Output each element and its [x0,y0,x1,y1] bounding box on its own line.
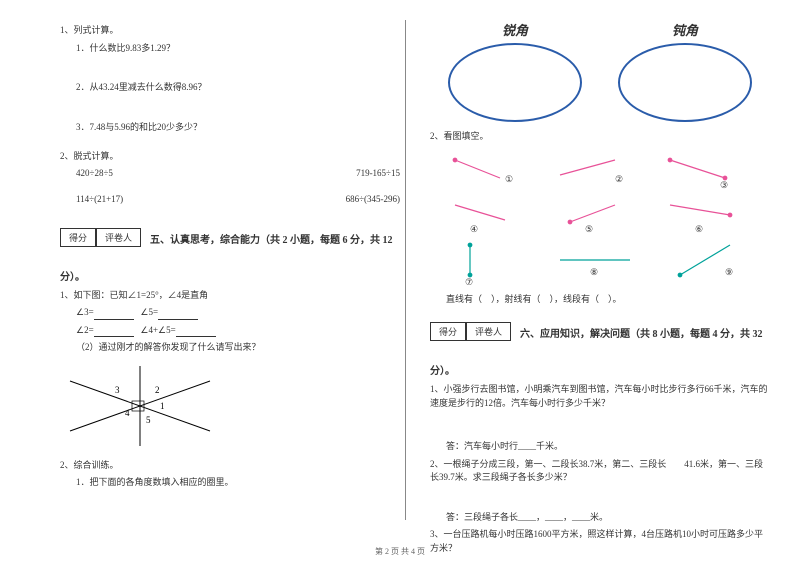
q1-item: 2．从43.24里减去什么数得8.96？ [60,81,400,95]
q62: 2、一根绳子分成三段，第一、二段长38.7米，第二、三段长 41.6米，第一、三… [430,458,770,485]
grader-label: 评卷人 [466,322,511,341]
txt: ）。 [608,294,622,304]
svg-text:1: 1 [160,401,165,411]
svg-text:②: ② [615,174,623,184]
expr: 420÷28÷5 [76,168,113,178]
section5-tail: 分）。 [60,270,400,285]
q1-item: 3．7.48与5.96的和比20少多少？ [60,121,400,135]
svg-text:③: ③ [720,180,728,190]
expr: 114÷(21+17) [76,194,123,204]
q1-title: 1、列式计算。 [60,24,400,38]
svg-text:5: 5 [146,415,151,425]
q2-row: 114÷(21+17) 686÷(345-296) [60,194,400,204]
expr: 719-165÷15 [356,168,400,178]
label: ∠5= [140,307,158,317]
lines-figure: ① ② ③ ④ ⑤ ⑥ ⑦ ⑧ ⑨ [430,150,770,287]
svg-text:⑦: ⑦ [465,277,473,285]
a61: 答：汽车每小时行____千米。 [430,440,770,454]
q2-title: 2、脱式计算。 [60,150,400,164]
grader-label: 评卷人 [96,228,141,247]
svg-text:⑥: ⑥ [695,224,703,234]
q61: 1、小强步行去图书馆，小明乘汽车到图书馆，汽车每小时比步行多行66千米，汽车的速… [430,383,770,410]
right-column: 锐角 钝角 2、看图填空。 ① ② ③ ④ ⑤ ⑥ ⑦ ⑧ ⑨ [430,20,770,559]
q2-title: 2、看图填空。 [430,130,770,144]
label: ∠3= [76,307,94,317]
p1-line: ∠3= ∠5= [60,306,400,320]
angle-figure: 3 2 1 4 5 [60,361,400,453]
fill-line: 直线有（ ），射线有（ ），线段有（ ）。 [430,293,770,307]
label: ∠2= [76,325,94,335]
score-label: 得分 [60,228,96,247]
q1-item: 1．什么数比9.83多1.29？ [60,42,400,56]
acute-ellipse [448,43,582,122]
svg-text:⑨: ⑨ [725,267,733,277]
svg-text:4: 4 [125,408,130,418]
p1-sub: （2）通过刚才的解答你发现了什么请写出来？ [60,341,400,355]
blank[interactable] [94,326,134,337]
svg-text:⑧: ⑧ [590,267,598,277]
ellipse-headers: 锐角 钝角 [430,20,770,39]
txt: ），线段有（ [550,294,600,304]
blank[interactable] [158,309,198,320]
ellipse-row [430,43,770,122]
blank[interactable] [94,309,134,320]
svg-text:3: 3 [115,385,120,395]
score-label: 得分 [430,322,466,341]
blank[interactable] [176,326,216,337]
left-column: 1、列式计算。 1．什么数比9.83多1.29？ 2．从43.24里减去什么数得… [60,20,400,494]
a62: 答：三段绳子各长____，____，____米。 [430,511,770,525]
obtuse-ellipse [618,43,752,122]
txt: ），射线有（ [491,294,541,304]
txt: 直线有（ [446,294,482,304]
svg-text:④: ④ [470,224,478,234]
expr: 686÷(345-296) [346,194,400,204]
label: ∠4+∠5= [140,325,175,335]
acute-label: 锐角 [502,20,528,39]
obtuse-label: 钝角 [672,20,698,39]
svg-text:2: 2 [155,385,160,395]
section6-tail: 分）。 [430,364,770,379]
p2-sub: 1．把下面的各角度数填入相应的圈里。 [60,476,400,490]
q2-row: 420÷28÷5 719-165÷15 [60,168,400,178]
svg-text:①: ① [505,174,513,184]
page-footer: 第 2 页 共 4 页 [0,546,800,557]
p1-line: ∠2= ∠4+∠5= [60,324,400,338]
svg-text:⑤: ⑤ [585,224,593,234]
p2-title: 2、综合训练。 [60,459,400,473]
p1-title: 1、如下图：已知∠1=25°，∠4是直角 [60,289,400,303]
column-divider [405,20,406,520]
